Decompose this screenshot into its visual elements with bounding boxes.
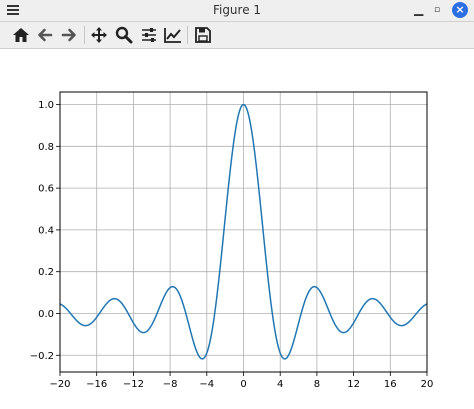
y-tick-label: −0.2 <box>30 351 54 362</box>
zoom-icon[interactable] <box>113 24 135 46</box>
x-tick-label: 12 <box>347 379 360 390</box>
x-tick-label: −12 <box>123 379 144 390</box>
edit-axis-icon[interactable] <box>162 24 184 46</box>
title-bar: Figure 1 ▁ ▫ × <box>0 0 474 22</box>
y-tick-label: 1.0 <box>38 100 54 111</box>
x-tick-label: −8 <box>163 379 178 390</box>
figure-canvas[interactable]: −20 −16 −12 −8 −4 0 4 8 12 16 20 −0.2 0.0 0.2 0.4 0.6 0.… <box>0 49 474 405</box>
home-icon[interactable] <box>10 24 32 46</box>
y-tick-label: 0.6 <box>38 184 54 195</box>
y-tick-label: 0.2 <box>38 267 54 278</box>
axis-ticks: −20 −16 −12 −8 −4 0 4 8 12 16 20 −0.2 0.0 0.2 0.4 0.6 0.… <box>30 100 434 390</box>
y-tick-label: 0.4 <box>38 225 54 236</box>
toolbar-separator <box>84 26 85 44</box>
close-icon[interactable]: × <box>452 2 468 18</box>
x-tick-label: 16 <box>384 379 397 390</box>
navigation-toolbar <box>0 22 474 49</box>
x-tick-label: −4 <box>199 379 214 390</box>
y-tick-label: 0.8 <box>38 142 54 153</box>
x-tick-label: 20 <box>421 379 434 390</box>
x-tick-label: −20 <box>49 379 70 390</box>
x-tick-label: −16 <box>86 379 107 390</box>
x-tick-label: 0 <box>240 379 246 390</box>
save-icon[interactable] <box>192 24 214 46</box>
grid-lines <box>59 92 428 372</box>
pan-icon[interactable] <box>88 24 110 46</box>
configure-subplots-icon[interactable] <box>138 24 160 46</box>
sinc-chart: −20 −16 −12 −8 −4 0 4 8 12 16 20 −0.2 0.0 0.2 0.4 0.6 0.… <box>30 91 434 390</box>
y-tick-label: 0.0 <box>38 309 54 320</box>
x-tick-label: 4 <box>277 379 283 390</box>
window-title: Figure 1 <box>212 3 262 17</box>
window-menu-icon[interactable] <box>6 3 22 18</box>
maximize-icon[interactable]: ▫ <box>434 5 441 15</box>
toolbar-separator <box>187 26 188 44</box>
minimize-icon[interactable]: ▁ <box>414 2 424 16</box>
x-tick-label: 8 <box>314 379 320 390</box>
series-line <box>59 103 428 360</box>
forward-icon[interactable] <box>58 24 80 46</box>
back-icon[interactable] <box>34 24 56 46</box>
